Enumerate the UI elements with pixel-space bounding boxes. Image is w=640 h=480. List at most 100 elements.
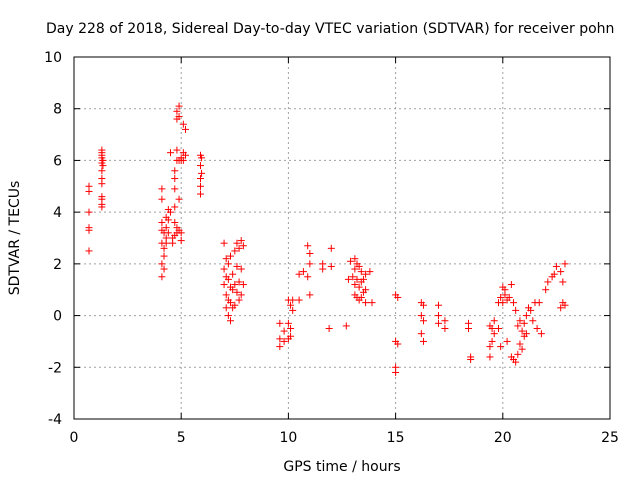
data-point xyxy=(441,325,449,332)
data-point xyxy=(490,317,498,325)
data-point xyxy=(550,270,558,278)
data-point xyxy=(224,260,232,268)
data-point xyxy=(237,291,245,299)
data-point xyxy=(351,255,359,263)
data-point xyxy=(289,306,297,314)
y-tick-label: 4 xyxy=(53,205,62,221)
data-point xyxy=(557,304,565,312)
data-point xyxy=(239,281,247,289)
data-point xyxy=(533,325,541,332)
data-point xyxy=(85,224,93,232)
data-point xyxy=(233,239,241,247)
data-point xyxy=(98,203,106,211)
data-point xyxy=(276,335,284,343)
data-point xyxy=(196,175,204,183)
data-point xyxy=(166,208,174,216)
data-point xyxy=(304,273,312,281)
data-point xyxy=(280,337,288,345)
data-point xyxy=(276,343,284,351)
data-point xyxy=(441,317,449,325)
data-point xyxy=(499,299,507,307)
data-point xyxy=(520,319,528,327)
data-point xyxy=(434,301,442,309)
grid-lines xyxy=(74,57,610,419)
data-point xyxy=(434,312,442,320)
data-point xyxy=(490,330,498,338)
data-point xyxy=(349,273,357,281)
data-point xyxy=(177,229,185,237)
data-point xyxy=(557,268,565,276)
data-point xyxy=(419,317,427,325)
data-point xyxy=(85,187,93,195)
x-tick-label: 15 xyxy=(387,430,405,446)
data-point xyxy=(233,288,241,296)
data-point xyxy=(289,296,297,304)
data-point xyxy=(99,156,107,164)
x-tick-label: 10 xyxy=(279,430,297,446)
data-point xyxy=(287,301,295,309)
data-point xyxy=(169,239,177,247)
data-point xyxy=(181,125,189,133)
data-point xyxy=(175,102,183,110)
data-point xyxy=(175,112,183,120)
x-tick-label: 0 xyxy=(70,430,79,446)
y-tick-label: 0 xyxy=(53,309,62,325)
data-point xyxy=(198,169,206,177)
y-tick-label: -4 xyxy=(48,412,62,428)
data-point xyxy=(171,175,179,183)
data-point xyxy=(295,296,303,304)
data-point xyxy=(295,270,303,278)
data-point xyxy=(160,244,168,252)
data-point xyxy=(235,296,243,304)
y-axis-label: SDTVAR / TECUs xyxy=(7,181,23,296)
data-point xyxy=(222,255,230,263)
data-point xyxy=(306,260,314,268)
data-point xyxy=(98,180,106,188)
data-point xyxy=(160,252,168,260)
data-point xyxy=(467,356,475,364)
data-point xyxy=(357,268,365,276)
y-tick-label: 6 xyxy=(53,153,62,169)
data-point xyxy=(235,278,243,286)
data-point xyxy=(522,312,530,320)
data-point xyxy=(535,299,543,307)
data-point xyxy=(417,312,425,320)
data-point xyxy=(98,146,106,154)
data-point xyxy=(231,281,239,289)
data-point xyxy=(327,244,335,252)
data-point xyxy=(235,244,243,252)
data-point xyxy=(222,291,230,299)
data-point xyxy=(181,151,189,159)
data-point xyxy=(287,325,295,332)
data-point xyxy=(514,350,522,358)
data-point xyxy=(366,268,374,276)
data-point xyxy=(299,268,307,276)
data-point xyxy=(173,146,181,154)
data-point xyxy=(175,195,183,203)
data-point xyxy=(507,281,515,289)
data-point xyxy=(158,273,166,281)
data-point xyxy=(222,304,230,312)
data-point xyxy=(173,107,181,115)
data-point xyxy=(495,325,503,332)
data-point xyxy=(166,149,174,157)
data-point xyxy=(527,306,535,314)
data-point xyxy=(287,332,295,340)
data-point xyxy=(514,322,522,330)
data-point xyxy=(160,265,168,273)
data-point xyxy=(357,293,365,301)
data-point xyxy=(344,275,352,283)
data-point xyxy=(98,167,106,175)
data-point xyxy=(544,278,552,286)
data-point xyxy=(417,330,425,338)
data-point xyxy=(231,247,239,255)
data-point xyxy=(171,167,179,175)
data-point xyxy=(171,203,179,211)
data-point xyxy=(542,286,550,294)
data-point xyxy=(158,260,166,268)
data-point xyxy=(516,340,524,348)
data-point xyxy=(359,275,367,283)
data-point xyxy=(552,262,560,270)
data-point xyxy=(488,325,496,332)
data-point xyxy=(237,265,245,273)
